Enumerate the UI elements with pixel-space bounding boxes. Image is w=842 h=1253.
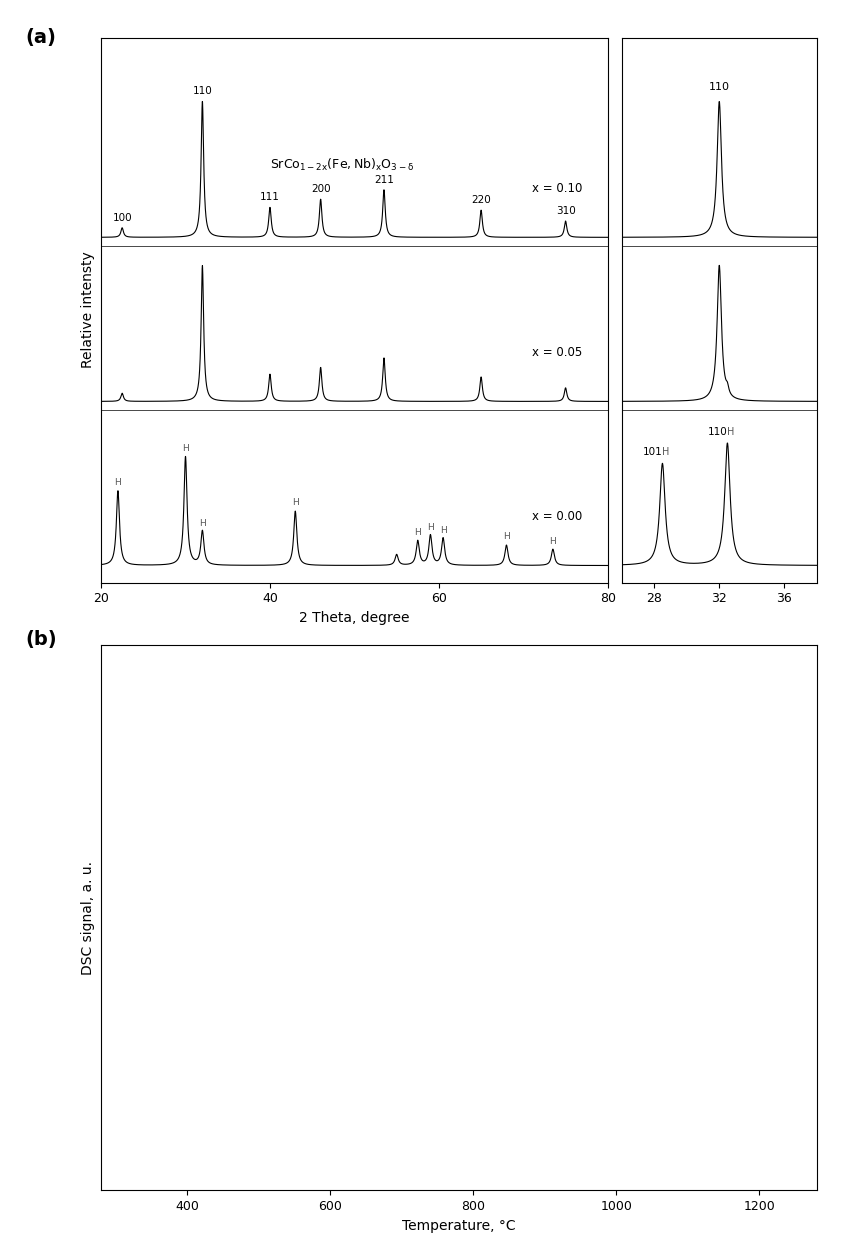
Text: H: H [199, 519, 205, 528]
Text: H: H [727, 427, 735, 436]
Text: H: H [414, 529, 421, 538]
Text: 310: 310 [556, 205, 575, 216]
Text: 101: 101 [642, 447, 663, 457]
Text: H: H [550, 536, 557, 545]
Text: 110: 110 [709, 81, 730, 91]
X-axis label: 2 Theta, degree: 2 Theta, degree [299, 611, 410, 625]
Text: H: H [663, 447, 670, 457]
Text: x = 0.10: x = 0.10 [532, 182, 582, 194]
Y-axis label: DSC signal, a. u.: DSC signal, a. u. [82, 861, 95, 975]
Text: (a): (a) [25, 28, 56, 46]
Text: x = 0.00: x = 0.00 [532, 510, 582, 523]
Text: 110: 110 [193, 86, 212, 96]
Text: (b): (b) [25, 630, 57, 649]
Text: 220: 220 [472, 195, 491, 205]
Text: 100: 100 [112, 213, 132, 223]
Text: H: H [427, 523, 434, 533]
Text: 111: 111 [260, 192, 280, 202]
Text: H: H [182, 444, 189, 454]
Text: x = 0.05: x = 0.05 [532, 346, 582, 358]
Text: 211: 211 [374, 174, 394, 184]
Y-axis label: Relative intensty: Relative intensty [82, 252, 95, 368]
Text: H: H [115, 479, 121, 487]
X-axis label: Temperature, °C: Temperature, °C [402, 1219, 515, 1233]
Text: H: H [440, 526, 446, 535]
Text: 200: 200 [311, 184, 330, 194]
Text: 110: 110 [707, 427, 727, 436]
Text: $\rm SrCo_{1-2x}(Fe,Nb)_xO_{3-\delta}$: $\rm SrCo_{1-2x}(Fe,Nb)_xO_{3-\delta}$ [270, 157, 414, 173]
Text: H: H [292, 499, 299, 507]
Text: H: H [503, 533, 509, 541]
